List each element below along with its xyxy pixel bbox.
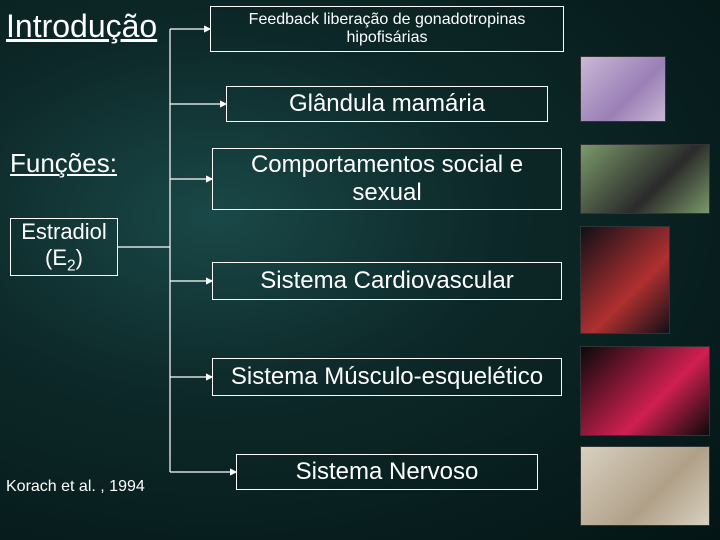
source-node-estradiol: Estradiol (E2) (10, 218, 118, 276)
reference-citation: Korach et al. , 1994 (6, 478, 145, 496)
target-nervous-system: Sistema Nervoso (236, 454, 538, 490)
image-brain (580, 446, 710, 526)
source-label-prefix: (E (45, 245, 67, 270)
image-anatomy (580, 226, 670, 334)
target-cardiovascular: Sistema Cardiovascular (212, 262, 562, 300)
target-mammary-gland: Glândula mamária (226, 86, 548, 122)
target-feedback-gonadotropins: Feedback liberação de gonadotropinas hip… (210, 6, 564, 52)
image-cattle (580, 144, 710, 214)
source-label-sub: 2 (67, 257, 76, 274)
source-label-line2: (E2) (45, 245, 83, 275)
target-label: Glândula mamária (289, 90, 485, 118)
source-label-line1: Estradiol (21, 219, 107, 245)
target-label: Comportamentos social e sexual (219, 151, 555, 207)
target-label: Sistema Músculo-esquelético (231, 363, 543, 391)
image-cell-fluorescence (580, 346, 710, 436)
target-label: Sistema Cardiovascular (260, 267, 513, 295)
target-social-sexual-behavior: Comportamentos social e sexual (212, 148, 562, 210)
source-label-suffix: ) (76, 245, 83, 270)
target-label: Sistema Nervoso (296, 458, 479, 486)
page-title: Introdução (6, 8, 157, 45)
target-label: Feedback liberação de gonadotropinas hip… (217, 11, 557, 47)
target-musculoskeletal: Sistema Músculo-esquelético (212, 358, 562, 396)
image-histology (580, 56, 666, 122)
section-heading: Funções: (10, 148, 117, 179)
